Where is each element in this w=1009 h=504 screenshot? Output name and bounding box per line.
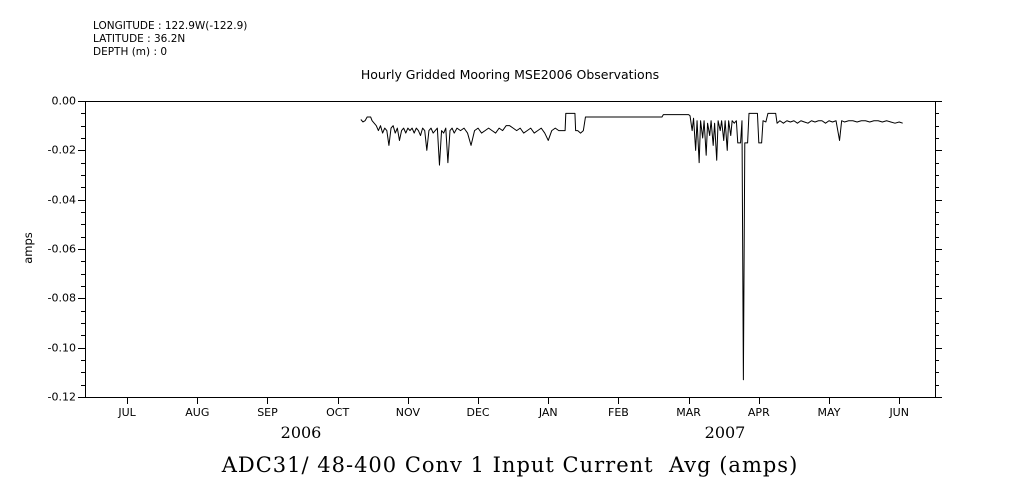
y-tick-label: -0.08: [47, 291, 76, 305]
x-tick-label: JUL: [118, 406, 136, 419]
x-tick-label: SEP: [257, 406, 278, 419]
x-tick-label: NOV: [395, 406, 420, 419]
y-tick-label: -0.04: [47, 193, 76, 207]
x-tick-label: JUN: [889, 406, 909, 419]
y-tick-label: -0.10: [47, 341, 76, 355]
latitude-label: LATITUDE : 36.2N: [93, 33, 186, 45]
y-tick-label: -0.02: [47, 143, 76, 157]
y-tick-label: -0.06: [47, 242, 76, 256]
x-tick-label: DEC: [466, 406, 490, 419]
y-tick-label: -0.12: [47, 390, 76, 404]
year-label-2006: 2006: [280, 423, 322, 442]
x-tick-label: APR: [747, 406, 770, 419]
x-tick-label: MAY: [817, 406, 841, 419]
x-tick-label: OCT: [326, 406, 350, 419]
depth-label: DEPTH (m) : 0: [93, 46, 168, 58]
year-label-2007: 2007: [704, 423, 746, 442]
x-tick-label: FEB: [608, 406, 629, 419]
x-tick-label: JAN: [538, 406, 558, 419]
x-tick-label: AUG: [185, 406, 210, 419]
plot-frame: [85, 101, 936, 398]
y-tick-label: 0.00: [51, 94, 77, 108]
plot-title: Hourly Gridded Mooring MSE2006 Observati…: [360, 67, 660, 82]
longitude-label: LONGITUDE : 122.9W(-122.9): [93, 20, 248, 32]
axis-ticks: [78, 101, 942, 404]
data-line: [360, 112, 903, 381]
header-info: LONGITUDE : 122.9W(-122.9) LATITUDE : 36…: [93, 20, 247, 59]
x-tick-label: MAR: [676, 406, 701, 419]
chart-caption: ADC31/ 48-400 Conv 1 Input Current Avg (…: [221, 453, 799, 477]
